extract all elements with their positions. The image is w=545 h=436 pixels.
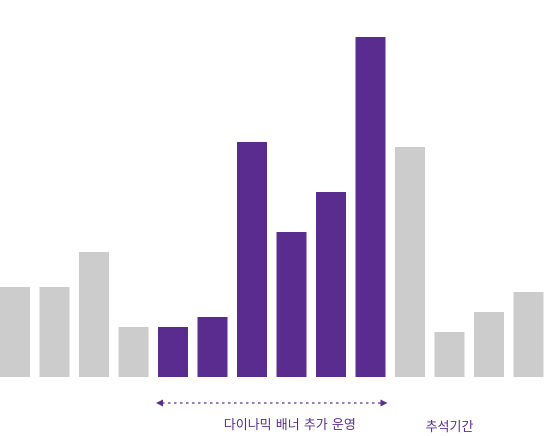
bar-7-highlighted <box>237 142 267 377</box>
campaign-range-label: 다이나믹 배너 추가 운영 <box>224 418 356 433</box>
bar-2 <box>39 287 70 377</box>
bar-11 <box>395 147 425 377</box>
annotations-group: 다이나믹 배너 추가 운영 추석기간 <box>156 399 474 435</box>
holiday-period-label: 추석기간 <box>426 420 474 435</box>
bar-1 <box>0 287 30 377</box>
bar-8-highlighted <box>276 232 307 377</box>
bar-14 <box>513 292 544 377</box>
bar-13 <box>474 312 504 377</box>
bar-10-highlighted <box>355 37 386 377</box>
bar-6-highlighted <box>197 317 228 377</box>
bars-group <box>0 37 544 377</box>
bar-3 <box>79 252 109 377</box>
bar-12 <box>434 332 465 377</box>
arrow-right-icon <box>380 399 388 407</box>
bar-9-highlighted <box>316 192 346 377</box>
bar-4 <box>118 327 149 377</box>
arrow-left-icon <box>156 399 163 407</box>
bar-5-highlighted <box>158 327 188 377</box>
